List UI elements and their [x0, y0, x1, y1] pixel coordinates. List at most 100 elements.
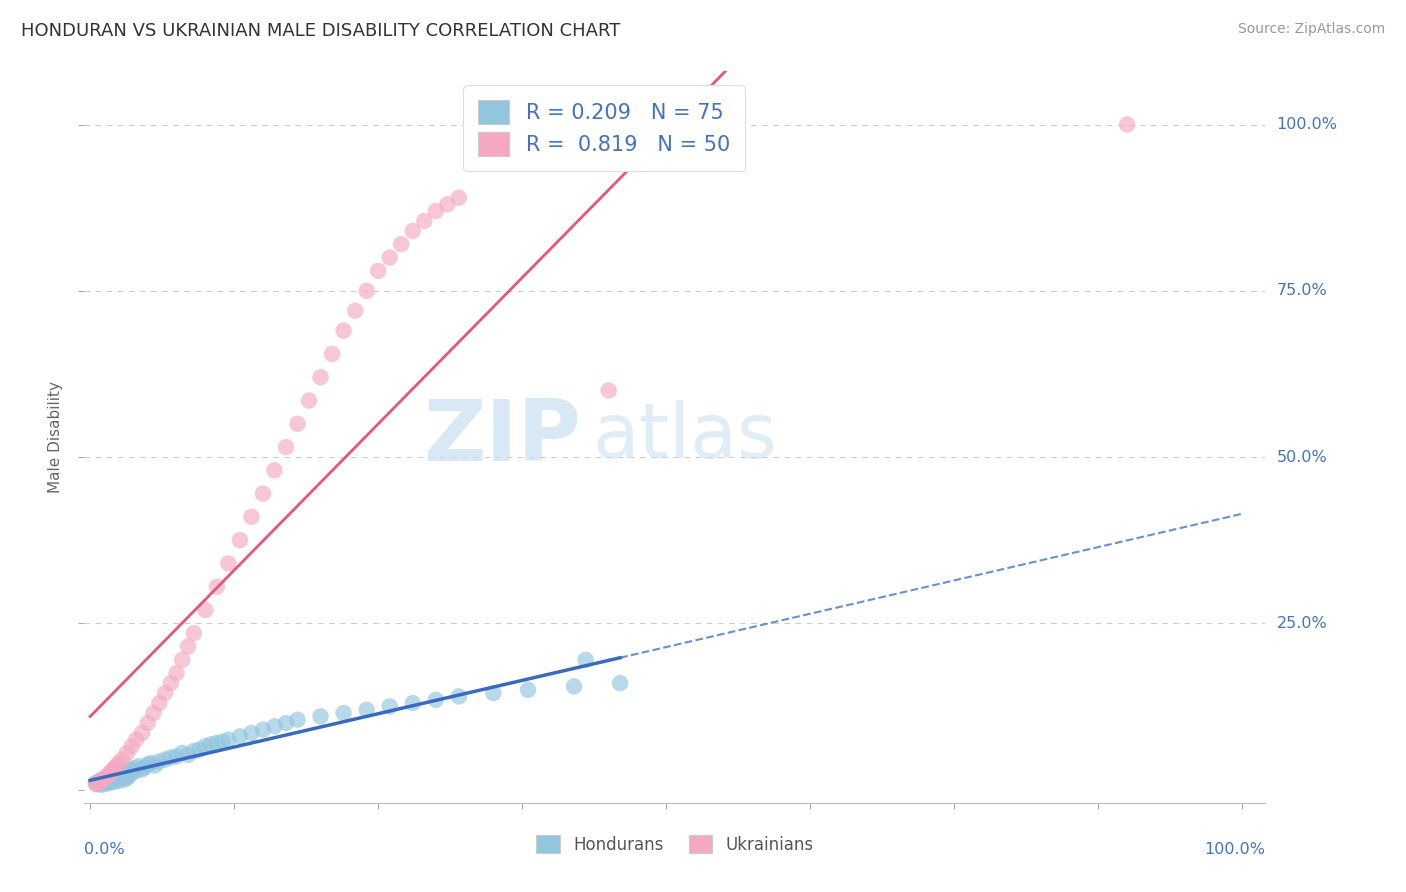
Point [177, 747, 200, 762]
Point [87, 776, 110, 790]
Point [118, 768, 141, 782]
Point [91, 772, 114, 787]
Point [136, 757, 159, 772]
Point [200, 737, 222, 751]
Point [356, 284, 378, 298]
Point [148, 755, 170, 769]
Point [97, 773, 120, 788]
Point [482, 686, 505, 700]
Point [378, 699, 401, 714]
Point [274, 440, 297, 454]
Text: 100.0%: 100.0% [1205, 842, 1265, 856]
Point [205, 580, 228, 594]
Point [252, 723, 274, 737]
Point [125, 764, 148, 778]
Text: 0.0%: 0.0% [84, 842, 125, 856]
Point [194, 603, 217, 617]
Text: atlas: atlas [592, 401, 778, 474]
Point [159, 676, 181, 690]
Point [131, 726, 153, 740]
Point [91, 773, 114, 788]
Point [122, 761, 145, 775]
Point [252, 486, 274, 500]
Point [309, 370, 332, 384]
Point [609, 676, 631, 690]
Point [166, 749, 188, 764]
Point [98, 765, 121, 780]
Point [188, 742, 211, 756]
Point [274, 716, 297, 731]
Point [402, 224, 425, 238]
Text: 25.0%: 25.0% [1277, 615, 1327, 631]
Text: ZIP: ZIP [423, 395, 581, 479]
Point [115, 771, 138, 785]
Point [436, 197, 458, 211]
Point [90, 772, 112, 787]
Point [136, 716, 159, 731]
Point [108, 773, 131, 788]
Point [87, 777, 110, 791]
Text: Source: ZipAtlas.com: Source: ZipAtlas.com [1237, 22, 1385, 37]
Point [121, 739, 143, 754]
Point [110, 771, 132, 785]
Point [96, 776, 118, 790]
Point [321, 347, 343, 361]
Point [217, 732, 239, 747]
Point [108, 756, 131, 770]
Point [240, 509, 263, 524]
Text: 100.0%: 100.0% [1277, 117, 1337, 132]
Point [205, 736, 228, 750]
Point [298, 393, 321, 408]
Point [447, 191, 470, 205]
Point [183, 744, 205, 758]
Point [263, 719, 285, 733]
Point [96, 769, 118, 783]
Point [447, 690, 470, 704]
Point [211, 734, 233, 748]
Point [96, 776, 118, 790]
Point [141, 756, 163, 770]
Point [425, 204, 447, 219]
Point [240, 726, 263, 740]
Point [108, 766, 131, 780]
Point [90, 778, 112, 792]
Point [177, 640, 200, 654]
Point [402, 696, 425, 710]
Text: HONDURAN VS UKRAINIAN MALE DISABILITY CORRELATION CHART: HONDURAN VS UKRAINIAN MALE DISABILITY CO… [21, 22, 620, 40]
Point [153, 753, 176, 767]
Point [148, 696, 170, 710]
Point [115, 746, 138, 760]
Point [100, 771, 122, 785]
Point [103, 770, 125, 784]
Point [108, 768, 131, 782]
Point [114, 764, 136, 778]
Point [117, 764, 139, 779]
Point [125, 732, 148, 747]
Point [309, 709, 332, 723]
Point [121, 765, 143, 780]
Point [413, 214, 436, 228]
Point [134, 760, 156, 774]
Point [89, 774, 111, 789]
Point [389, 237, 412, 252]
Point [183, 626, 205, 640]
Point [112, 770, 135, 784]
Point [153, 686, 176, 700]
Point [287, 713, 309, 727]
Point [101, 775, 124, 789]
Point [103, 761, 125, 775]
Point [101, 764, 124, 778]
Point [94, 771, 117, 785]
Point [84, 777, 107, 791]
Point [115, 767, 138, 781]
Point [425, 692, 447, 706]
Point [172, 746, 194, 760]
Point [101, 773, 124, 788]
Point [194, 739, 217, 754]
Point [111, 765, 134, 780]
Point [120, 763, 142, 777]
Point [217, 557, 239, 571]
Text: 75.0%: 75.0% [1277, 284, 1327, 298]
Point [574, 653, 596, 667]
Point [107, 772, 129, 787]
